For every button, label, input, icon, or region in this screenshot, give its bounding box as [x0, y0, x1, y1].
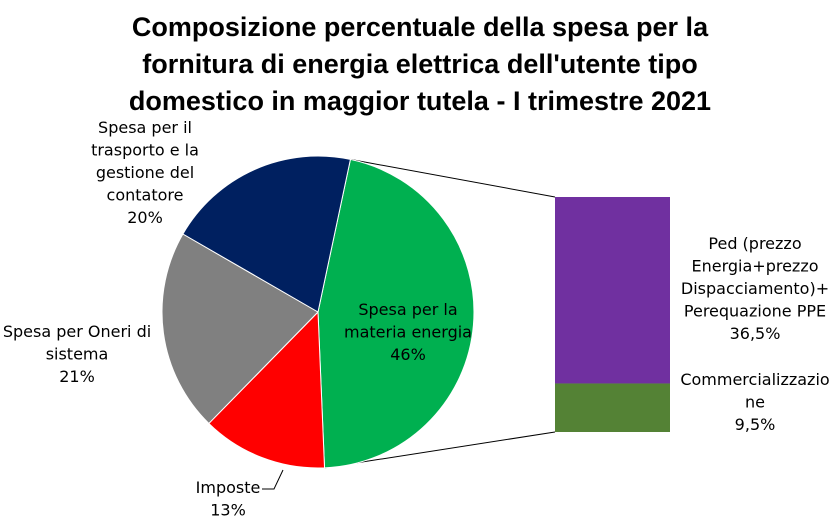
breakdown-segment-0	[555, 197, 670, 384]
breakdown-label-1: Commercializzazio ne 9,5%	[680, 370, 829, 434]
chart-title-line-3: domestico in maggior tutela - I trimestr…	[129, 86, 711, 116]
pie-label-3: Spesa per il trasporto e la gestione del co…	[91, 118, 199, 227]
leader-lines	[262, 469, 284, 490]
pie-label-0: Spesa per la materia energia 46%	[344, 300, 472, 364]
breakdown-bar	[555, 197, 670, 432]
connector-top	[350, 158, 556, 198]
pie-slice-0	[317, 158, 475, 469]
chart-title-line-1: Composizione percentuale della spesa per…	[132, 12, 709, 42]
pie-label-1: Imposte 13%	[196, 478, 261, 520]
breakdown-segment-1	[555, 383, 670, 432]
pie-label-2: Spesa per Oneri di sistema 21%	[3, 322, 151, 386]
data-labels: Spesa per la materia energia 46% Imposte 13%…	[3, 118, 830, 520]
pie-slice-3	[182, 155, 352, 313]
pie-slices	[161, 155, 475, 469]
chart-title: Composizione percentuale della spesa per…	[129, 12, 711, 116]
chart-title-line-2: fornitura di energia elettrica dell'uten…	[142, 49, 698, 79]
leader-line-imposte	[262, 469, 284, 490]
pie-slice-2	[161, 233, 319, 425]
pie-slice-1	[208, 310, 326, 469]
breakdown-label-0: Ped (prezzo Energia+prezzo Dispacciamento)…	[681, 234, 829, 343]
